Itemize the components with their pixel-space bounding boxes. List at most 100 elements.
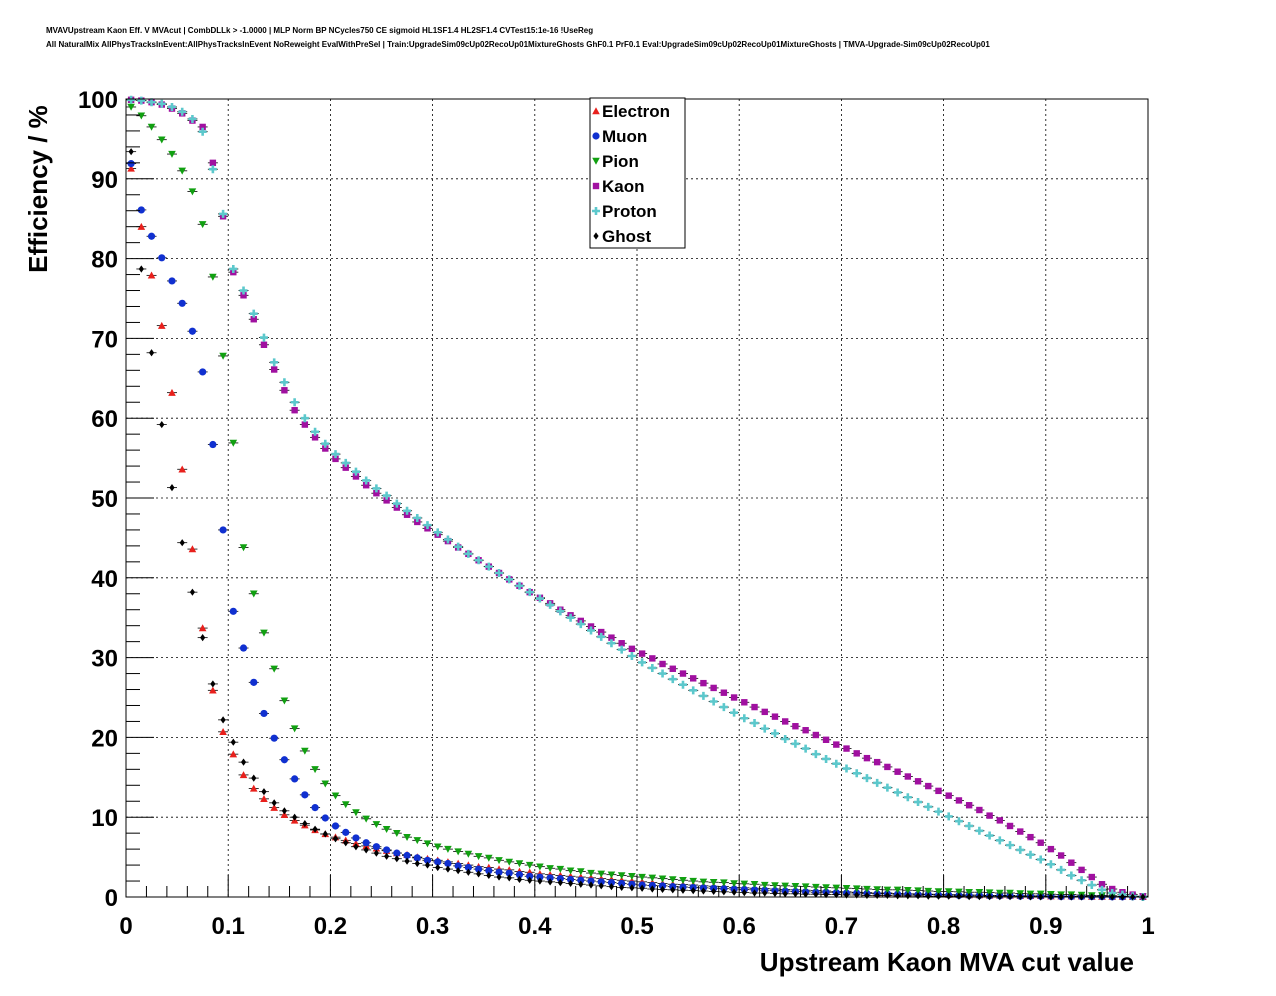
- muon-point: [618, 879, 626, 888]
- ghost-point: [649, 885, 655, 893]
- muon-point: [607, 879, 616, 887]
- pion-point: [505, 858, 514, 866]
- ghost-point: [353, 843, 359, 851]
- muon-point: [321, 814, 329, 822]
- muon-point: [546, 874, 554, 882]
- electron-point: [188, 545, 197, 553]
- proton-point: [219, 209, 228, 218]
- legend: Electron Muon Pion Kaon Proton Ghost: [589, 97, 686, 249]
- ghost-point: [527, 876, 533, 884]
- muon-point: [147, 232, 156, 240]
- proton-point: [423, 521, 432, 530]
- pion-point: [781, 882, 789, 890]
- pion-point: [157, 136, 166, 144]
- ghost-point: [946, 892, 952, 900]
- electron-point: [127, 164, 135, 172]
- proton-point: [362, 476, 371, 485]
- kaon-point: [1088, 873, 1095, 881]
- ghost-point: [833, 891, 839, 899]
- pion-point: [474, 853, 483, 861]
- plot-title-line-1: MVAVUpstream Kaon Eff. V MVAcut | CombDL…: [46, 26, 594, 35]
- pion-point: [515, 860, 524, 868]
- ghost-point: [189, 588, 196, 596]
- x-tick-label: 0.7: [825, 913, 858, 940]
- proton-point: [903, 793, 912, 802]
- ghost-point: [711, 887, 717, 896]
- muon-point: [526, 872, 534, 880]
- kaon-point: [710, 684, 717, 692]
- proton-point: [167, 102, 176, 111]
- electron-point: [178, 465, 187, 473]
- ghost-point: [864, 891, 870, 900]
- muon-point: [464, 863, 472, 872]
- ghost-point: [567, 879, 574, 888]
- proton-point: [689, 686, 698, 695]
- x-tick-label: 0.4: [518, 913, 552, 940]
- ghost-point: [200, 634, 206, 642]
- electron-point: [260, 795, 268, 803]
- kaon-point: [628, 645, 636, 653]
- ghost-point: [292, 813, 298, 821]
- pion-point: [260, 629, 268, 637]
- pion-point: [444, 845, 452, 853]
- muon-point: [454, 862, 462, 870]
- kaon-point: [792, 723, 799, 730]
- muon-point: [229, 607, 237, 615]
- pion-point: [413, 837, 422, 845]
- proton-point: [372, 484, 381, 493]
- ghost-point: [659, 885, 666, 894]
- kaon-point: [741, 699, 748, 706]
- muon-point: [219, 526, 227, 534]
- pion-point: [883, 886, 892, 894]
- proton-point: [740, 714, 749, 723]
- muon-point: [423, 856, 432, 864]
- proton-point: [413, 513, 422, 522]
- pion-point: [709, 879, 718, 887]
- muon-point: [188, 327, 197, 335]
- proton-point: [873, 778, 882, 787]
- ghost-point: [486, 871, 492, 880]
- kaon-point: [1037, 839, 1044, 846]
- pion-point: [239, 544, 248, 552]
- x-tick-labels: 0 0.1 0.2 0.3 0.4 0.5 0.6 0.7 0.8 0.9 1: [119, 913, 1154, 940]
- proton-point: [403, 506, 412, 515]
- pion-point: [362, 815, 370, 823]
- kaon-point: [925, 782, 932, 790]
- proton-point: [535, 594, 544, 603]
- electron-point: [137, 222, 146, 230]
- kaon-point: [1078, 866, 1085, 874]
- muon-point: [178, 299, 186, 307]
- kaon-point: [935, 787, 942, 795]
- pion-point: [955, 888, 963, 896]
- ghost-point: [475, 870, 482, 878]
- muon-point: [168, 277, 176, 285]
- kaon-point: [996, 817, 1004, 824]
- pion-point: [485, 854, 493, 862]
- electron-point: [280, 811, 289, 819]
- pion-point: [495, 857, 503, 865]
- ghost-point: [373, 849, 379, 857]
- muon-point: [127, 160, 135, 168]
- pion-point: [546, 865, 554, 873]
- proton-point: [934, 807, 943, 816]
- ghost-point: [404, 857, 410, 865]
- kaon-point: [209, 159, 217, 167]
- proton-point: [1026, 850, 1035, 859]
- proton-point: [965, 821, 974, 830]
- x-tick-label: 0.5: [620, 913, 653, 940]
- pion-point: [730, 880, 738, 888]
- electron-point: [239, 771, 248, 779]
- proton-point: [433, 528, 442, 537]
- pion-point: [985, 889, 994, 897]
- kaon-point: [884, 763, 891, 771]
- pion-point: [301, 747, 309, 755]
- ghost-point: [731, 888, 737, 896]
- proton-point: [505, 575, 514, 584]
- muon-point: [383, 846, 391, 854]
- pion-point: [576, 868, 585, 876]
- y-tick-label: 70: [91, 326, 118, 353]
- proton-point: [822, 754, 831, 763]
- ghost-point: [179, 539, 185, 547]
- proton-point: [678, 680, 687, 689]
- y-tick-labels: 0 10 20 30 40 50 60 70 80 90 100: [78, 87, 118, 912]
